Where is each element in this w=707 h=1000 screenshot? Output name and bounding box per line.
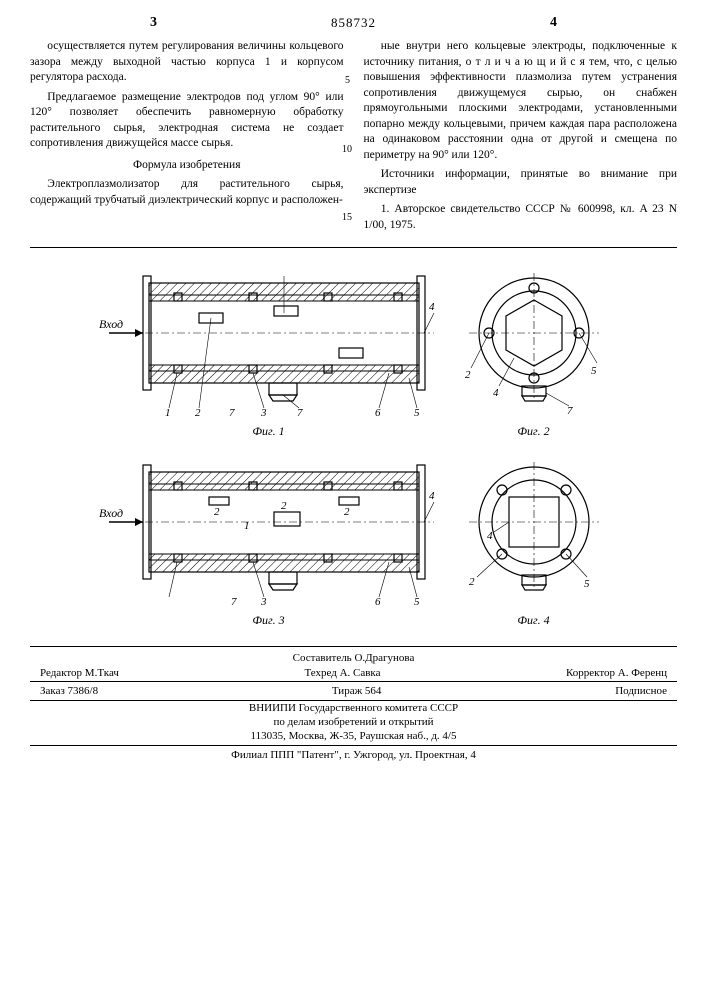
svg-text:5: 5: [414, 596, 420, 607]
svg-text:3: 3: [260, 596, 267, 607]
footer-podpis: Подписное: [615, 685, 667, 697]
footer-compiler: Составитель О.Драгунова: [30, 651, 677, 665]
source-1: 1. Авторское свидетельство СССР № 600998…: [364, 202, 678, 233]
figure-1: Вход 1 2 3 4 5 6 7 7 Фиг. 1: [99, 268, 439, 439]
svg-text:2: 2: [465, 369, 471, 381]
left-p2: Предлагаемое размещение электродов под у…: [30, 90, 344, 152]
svg-text:5: 5: [591, 365, 597, 377]
svg-text:2: 2: [469, 576, 475, 588]
inlet-label-1: Вход: [99, 317, 123, 331]
figure-4: 2 5 4 Фиг. 4: [459, 457, 609, 628]
svg-text:2: 2: [281, 500, 287, 512]
right-column: ные внутри него кольцевые электроды, под…: [364, 39, 678, 237]
svg-text:7: 7: [229, 407, 235, 418]
left-p1: осуществляется путем регулирования велич…: [30, 39, 344, 86]
fig1-caption: Фиг. 1: [99, 424, 439, 439]
figures-block: Вход 1 2 3 4 5 6 7 7 Фиг. 1: [30, 247, 677, 628]
line-number-5: 5: [345, 75, 350, 86]
page-num-left: 3: [150, 15, 157, 31]
formula-title: Формула изобретения: [30, 158, 344, 174]
left-p3: Электроплазмолизатор для растительного с…: [30, 177, 344, 208]
sources-title: Источники информации, принятые во вниман…: [364, 167, 678, 198]
footer: Составитель О.Драгунова Редактор М.Ткач …: [30, 646, 677, 762]
line-number-10: 10: [342, 144, 352, 155]
fig3-caption: Фиг. 3: [99, 613, 439, 628]
line-number-15: 15: [342, 212, 352, 223]
fig4-svg: 2 5 4: [459, 457, 609, 607]
svg-text:2: 2: [195, 407, 201, 418]
footer-tech: Техред А. Савка: [304, 667, 380, 679]
page-num-right: 4: [550, 15, 557, 31]
inlet-label-3: Вход: [99, 506, 123, 520]
left-column: осуществляется путем регулирования велич…: [30, 39, 344, 237]
svg-text:1: 1: [244, 520, 250, 532]
svg-text:6: 6: [375, 407, 381, 418]
svg-text:7: 7: [231, 596, 237, 607]
svg-text:4: 4: [493, 387, 499, 399]
footer-editor: Редактор М.Ткач: [40, 667, 119, 679]
svg-text:3: 3: [260, 407, 267, 418]
footer-filial: Филиал ППП "Патент", г. Ужгород, ул. Про…: [30, 746, 677, 762]
footer-order: Заказ 7386/8: [40, 685, 98, 697]
right-p1: ные внутри него кольцевые электроды, под…: [364, 39, 678, 163]
fig2-caption: Фиг. 2: [459, 424, 609, 439]
svg-text:1: 1: [165, 407, 171, 418]
svg-text:4: 4: [429, 490, 435, 502]
footer-corrector: Корректор А. Ференц: [566, 667, 667, 679]
footer-org1: ВНИИПИ Государственного комитета СССР: [30, 701, 677, 715]
figure-row-2: Вход 2 1 2 2 7 3 4 5 6 Фиг. 3: [30, 457, 677, 628]
svg-text:5: 5: [414, 407, 420, 418]
svg-text:7: 7: [297, 407, 303, 418]
svg-text:2: 2: [344, 506, 350, 518]
svg-text:5: 5: [584, 578, 590, 590]
svg-text:4: 4: [429, 301, 435, 313]
svg-text:6: 6: [375, 596, 381, 607]
svg-text:4: 4: [487, 530, 493, 542]
footer-org2: по делам изобретений и открытий: [30, 715, 677, 729]
fig4-caption: Фиг. 4: [459, 613, 609, 628]
text-columns: осуществляется путем регулирования велич…: [30, 39, 677, 237]
footer-tirazh: Тираж 564: [332, 685, 382, 697]
footer-addr: 113035, Москва, Ж-35, Раушская наб., д. …: [30, 729, 677, 746]
figure-3: Вход 2 1 2 2 7 3 4 5 6 Фиг. 3: [99, 457, 439, 628]
figure-2: 2 4 5 7 Фиг. 2: [459, 268, 609, 439]
document-number: 858732: [30, 15, 677, 31]
fig1-svg: Вход 1 2 3 4 5 6 7 7: [99, 268, 439, 418]
figure-row-1: Вход 1 2 3 4 5 6 7 7 Фиг. 1: [30, 268, 677, 439]
svg-text:2: 2: [214, 506, 220, 518]
svg-text:7: 7: [567, 405, 573, 417]
fig3-svg: Вход 2 1 2 2 7 3 4 5 6: [99, 457, 439, 607]
fig2-svg: 2 4 5 7: [459, 268, 609, 418]
